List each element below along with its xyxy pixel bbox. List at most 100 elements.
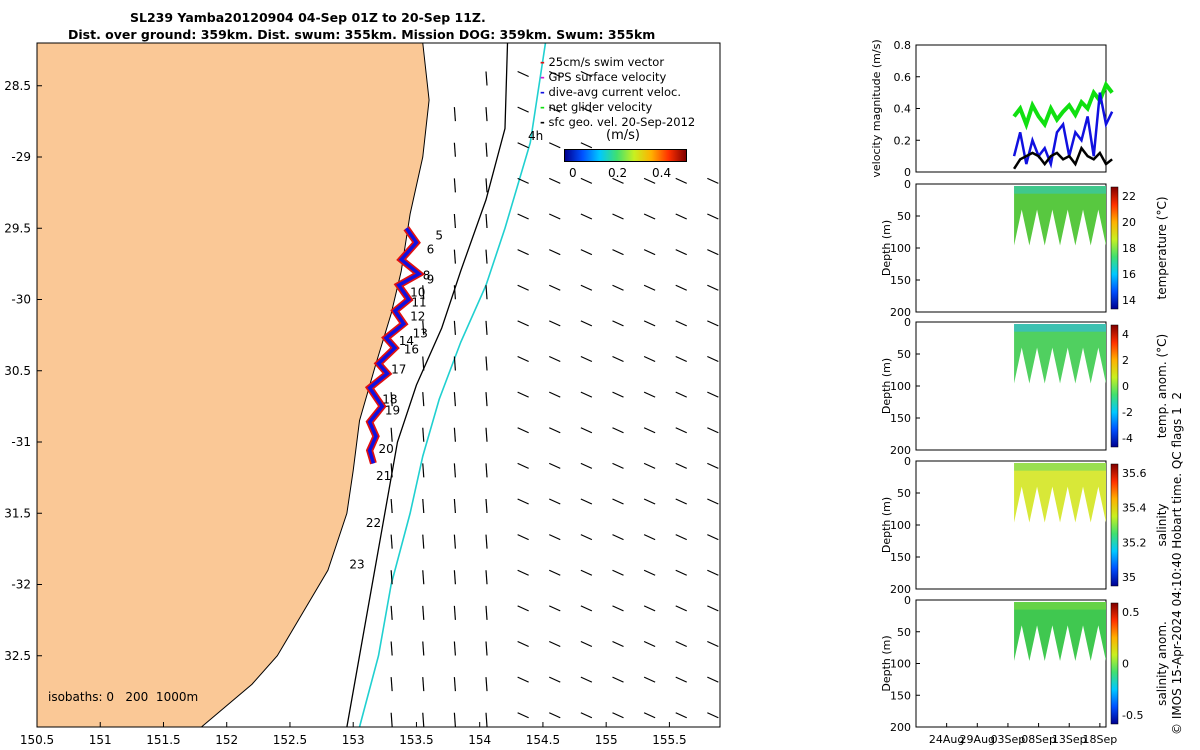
velocity-arrow (707, 462, 719, 469)
y-tick-label: 32.5 (4, 649, 31, 663)
y-axis-label: velocity magnitude (m/s) (870, 40, 883, 178)
velocity-arrow (453, 356, 456, 371)
y-tick-label: 150 (890, 412, 911, 425)
velocity-arrow (707, 284, 719, 291)
velocity-arrow (549, 70, 561, 78)
velocity-arrow (517, 320, 529, 327)
heatmap-colorbar (1110, 463, 1119, 587)
y-tick-label: 100 (890, 380, 911, 393)
velocity-arrow (612, 391, 624, 398)
x-tick-label: 29Aug (960, 733, 995, 746)
day-label: 16 (404, 342, 419, 356)
velocity-arrow (612, 284, 624, 291)
velocity-arrow (485, 71, 488, 86)
velocity-arrow (549, 534, 561, 541)
heatmap-surface-band (1014, 602, 1106, 610)
y-tick-label: 50 (897, 626, 911, 639)
velocity-arrow (453, 712, 456, 727)
velocity-arrow (675, 427, 687, 434)
velocity-arrow (643, 569, 656, 576)
velocity-arrow (580, 177, 593, 184)
y-tick-label: 200 (890, 306, 911, 319)
velocity-arrow (485, 178, 488, 193)
y-tick-label: 150 (890, 551, 911, 564)
heatmap-colorbar (1110, 186, 1119, 310)
day-label: 21 (376, 469, 391, 483)
velocity-arrow (580, 605, 593, 612)
velocity-arrow (485, 641, 488, 656)
velocity-arrow (453, 178, 456, 193)
velocity-panel-frame (915, 44, 1107, 173)
velocity-arrow (580, 427, 593, 434)
velocity-arrow (549, 213, 561, 220)
velocity-arrow (675, 498, 687, 505)
velocity-series-line (1012, 92, 1114, 169)
velocity-arrow (643, 640, 656, 648)
day-label: 19 (385, 404, 400, 418)
x-tick-label: 155.5 (652, 733, 686, 747)
heatmap-surface-band (1014, 324, 1106, 332)
velocity-arrow (549, 355, 561, 363)
colorbar-tick-label: 4 (1122, 328, 1129, 341)
velocity-arrow (390, 677, 393, 692)
velocity-arrow (549, 462, 561, 469)
velocity-arrow (422, 463, 425, 478)
velocity-arrow (675, 569, 687, 576)
map-frame (36, 42, 721, 728)
x-tick-label: 24Aug (929, 733, 964, 746)
heatmap-surface-band (1014, 463, 1106, 471)
velocity-arrow (580, 391, 593, 398)
velocity-arrow (517, 569, 529, 576)
map-legend: - 25cm/s swim vector - GPS surface veloc… (540, 55, 695, 130)
x-tick-label: 13Sep (1052, 733, 1087, 746)
day-label: 10 (410, 285, 425, 299)
velocity-arrow (422, 285, 425, 300)
velocity-arrow (485, 463, 488, 478)
velocity-arrow (517, 427, 529, 434)
velocity-arrow (453, 142, 456, 157)
y-tick-label: 50 (897, 210, 911, 223)
colorbar-tick-label: 35.6 (1122, 467, 1147, 480)
x-tick-label: 08Sep (1021, 733, 1056, 746)
colorbar-tick-label: -0.5 (1122, 709, 1143, 722)
velocity-arrow (675, 177, 687, 184)
velocity-arrow (517, 462, 529, 469)
velocity-arrow (422, 427, 425, 442)
velocity-arrow (422, 498, 425, 514)
velocity-arrow (707, 605, 719, 612)
heatmap-data (1014, 463, 1106, 523)
y-tick-label: 0 (904, 316, 911, 329)
y-tick-label: 200 (890, 444, 911, 457)
colorbar-tick-label: -2 (1122, 406, 1133, 419)
velocity-arrow (422, 641, 425, 656)
velocity-arrow (707, 712, 719, 719)
day-label: 18 (382, 392, 397, 406)
day-label: 22 (366, 516, 381, 530)
velocity-arrow (485, 712, 488, 727)
velocity-arrow (549, 605, 561, 612)
y-tick-label: 0.6 (894, 71, 912, 84)
y-tick-label: 50 (897, 487, 911, 500)
velocity-arrow (517, 640, 529, 648)
heatmap-data (1014, 602, 1106, 661)
land-area (36, 42, 430, 728)
isobath-1000 (358, 42, 547, 728)
colorbar-tick: 0 (569, 166, 577, 180)
velocity-arrow (453, 392, 456, 407)
velocity-arrow (643, 605, 656, 612)
velocity-arrow (675, 355, 687, 363)
velocity-arrow (453, 641, 456, 656)
velocity-arrow (485, 605, 488, 620)
colorbar-tick-label: 2 (1122, 354, 1129, 367)
day-label: 14 (399, 334, 414, 348)
velocity-arrow (580, 640, 593, 648)
velocity-arrow (517, 676, 529, 683)
velocity-arrow (422, 712, 425, 727)
velocity-arrow (643, 676, 656, 683)
velocity-arrow (580, 249, 593, 256)
velocity-arrow (422, 320, 425, 335)
x-tick-label: 150.5 (20, 733, 54, 747)
colorbar-label: salinity (1155, 503, 1169, 546)
velocity-arrow (675, 320, 687, 327)
velocity-colorbar (564, 149, 687, 162)
